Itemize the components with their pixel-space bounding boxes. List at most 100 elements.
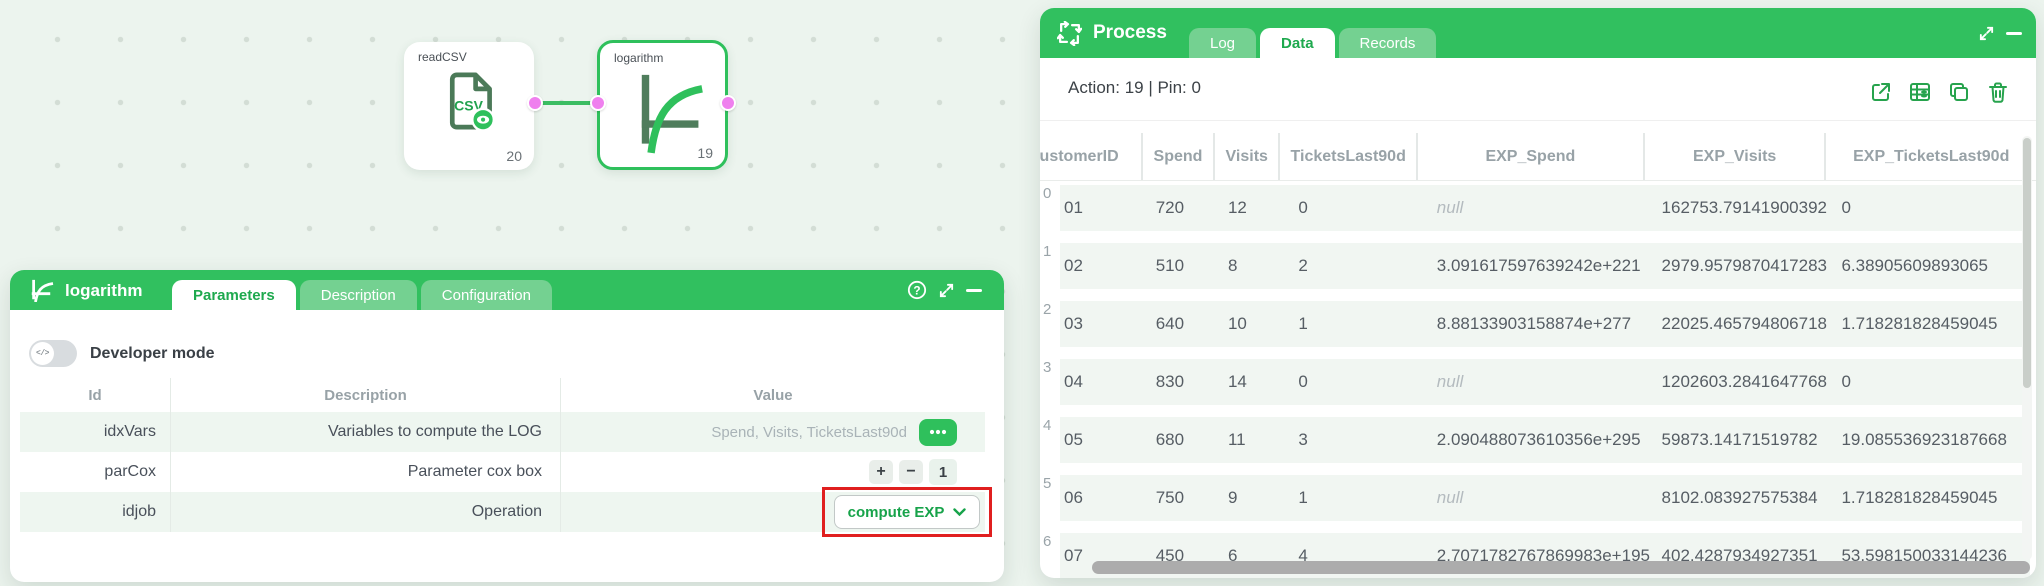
table-view-button[interactable] (1908, 80, 1932, 104)
maximize-icon[interactable] (1978, 25, 1995, 42)
minimize-icon[interactable] (966, 288, 982, 292)
data-table-header: CustomerID Spend Visits TicketsLast90d E… (1040, 133, 2036, 180)
cell-spend: 510 (1155, 256, 1185, 275)
cell-ticketslast90d: 1 (1298, 314, 1308, 333)
eye-icon (471, 107, 495, 132)
param-description: Operation (170, 492, 560, 532)
cell-exp-ticketslast90d: 0 (1841, 372, 1851, 391)
tab-parameters[interactable]: Parameters (172, 280, 296, 310)
process-icon (1057, 21, 1082, 46)
operation-dropdown[interactable]: compute EXP (833, 495, 981, 529)
table-row[interactable]: 4 05 680 11 3 2.090488073610356e+295 598… (1040, 417, 2036, 463)
stepper-plus-button[interactable]: + (869, 460, 893, 484)
cell-spend: 680 (1155, 430, 1185, 449)
open-external-button[interactable] (1869, 80, 1893, 104)
cell-customerid: 06 (1064, 488, 1083, 507)
cell-exp-ticketslast90d: 1.718281828459045 (1841, 314, 1998, 333)
vertical-scrollbar[interactable] (2022, 136, 2032, 560)
trash-button[interactable] (1986, 80, 2010, 104)
copy-button[interactable] (1947, 80, 1971, 104)
table-row[interactable]: 3 04 830 14 0 null 1202603.2841647768 0 (1040, 359, 2036, 405)
copy-icon (1950, 83, 1968, 101)
table-row[interactable]: 2 03 640 10 1 8.88133903158874e+277 2202… (1040, 301, 2036, 347)
table-row[interactable]: 1 02 510 8 2 3.091617597639242e+221 2979… (1040, 243, 2036, 289)
cell-exp-spend: null (1436, 372, 1464, 391)
process-panel-header: Process Log Data Records (1040, 8, 2036, 58)
cell-exp-visits: 2979.9579870417283 (1661, 256, 1827, 275)
cell-exp-visits: 22025.465794806718 (1661, 314, 1827, 333)
cell-visits: 14 (1227, 372, 1247, 391)
column-header-exp-spend: EXP_Spend (1415, 133, 1643, 180)
log-curve-icon (641, 74, 703, 154)
cell-spend: 720 (1155, 198, 1185, 217)
tab-configuration[interactable]: Configuration (420, 280, 552, 310)
developer-mode-toggle[interactable]: </> (29, 340, 77, 367)
cell-exp-spend: null (1436, 198, 1464, 217)
parameters-table-header: Id Description Value (20, 378, 985, 412)
parameters-panel: logarithm Parameters Description Configu… (10, 270, 1004, 582)
ellipsis-icon (929, 429, 947, 435)
cell-exp-spend: 2.7071782767869983e+195 (1436, 546, 1650, 565)
cell-visits: 12 (1227, 198, 1247, 217)
node-readcsv[interactable]: readCSV CSV 20 (404, 42, 534, 170)
minimize-icon[interactable] (2006, 32, 2022, 35)
cell-spend: 450 (1155, 546, 1185, 565)
svg-text:?: ? (913, 284, 920, 298)
svg-text:CSV: CSV (454, 97, 483, 113)
developer-mode-label: Developer mode (90, 345, 215, 362)
table-row[interactable]: 0 01 720 12 0 null 162753.79141900392 0 (1040, 185, 2036, 231)
output-port-logarithm[interactable] (720, 95, 736, 111)
table-view-icon (1910, 83, 1930, 101)
param-description: Parameter cox box (170, 452, 560, 492)
highlight-box: compute EXP (822, 487, 992, 537)
data-toolbar (1869, 80, 2010, 104)
output-port-readcsv[interactable] (527, 95, 543, 111)
tab-data[interactable]: Data (1260, 28, 1335, 58)
cell-ticketslast90d: 0 (1298, 372, 1308, 391)
input-port-logarithm[interactable] (590, 95, 606, 111)
maximize-icon[interactable] (938, 282, 955, 299)
log-curve-icon (31, 279, 54, 302)
horizontal-scrollbar-thumb[interactable] (1092, 561, 2030, 574)
horizontal-scrollbar[interactable] (1062, 561, 2030, 574)
row-index: 2 (1043, 301, 1052, 318)
divider (1040, 180, 2036, 181)
vertical-scrollbar-thumb[interactable] (2023, 138, 2031, 388)
cell-visits: 6 (1227, 546, 1238, 565)
cell-exp-ticketslast90d: 0 (1841, 198, 1851, 217)
panel-title: Process (1093, 22, 1167, 43)
column-header-customerid: CustomerID (1040, 147, 1119, 165)
param-id: parCox (104, 463, 156, 480)
cell-customerid: 03 (1064, 314, 1083, 333)
column-header-spend: Spend (1140, 133, 1213, 180)
stepper-minus-button[interactable]: − (899, 460, 923, 484)
column-header-description: Description (170, 378, 560, 412)
divider (1040, 120, 2036, 121)
column-header-ticketslast90d: TicketsLast90d (1278, 133, 1415, 180)
action-pin-status: Action: 19 | Pin: 0 (1068, 78, 1201, 97)
cell-visits: 11 (1227, 430, 1246, 449)
process-tabs: Log Data Records (1189, 28, 1437, 58)
cell-visits: 10 (1227, 314, 1247, 333)
tab-description[interactable]: Description (299, 280, 417, 310)
connection-edge[interactable] (534, 101, 600, 105)
column-header-value: Value (560, 378, 985, 412)
cell-customerid: 01 (1064, 198, 1083, 217)
ellipsis-button[interactable] (919, 418, 957, 446)
cell-visits: 8 (1227, 256, 1238, 275)
column-header-visits: Visits (1213, 133, 1278, 180)
table-row[interactable]: 5 06 750 9 1 null 8102.083927575384 1.71… (1040, 475, 2036, 521)
stepper-value[interactable]: 1 (929, 459, 957, 485)
row-index: 1 (1043, 243, 1052, 260)
param-row-idjob: idjob Operation compute EXP (20, 487, 992, 537)
column-header-id: Id (88, 386, 102, 404)
trash-icon (1989, 82, 2007, 103)
row-index: 4 (1043, 417, 1052, 434)
help-icon[interactable]: ? (907, 280, 927, 300)
node-title: logarithm (614, 51, 664, 65)
tab-records[interactable]: Records (1338, 28, 1437, 58)
row-index: 5 (1043, 475, 1052, 492)
row-index: 3 (1043, 359, 1052, 376)
node-logarithm[interactable]: logarithm 19 (597, 40, 728, 170)
tab-log[interactable]: Log (1189, 28, 1257, 58)
